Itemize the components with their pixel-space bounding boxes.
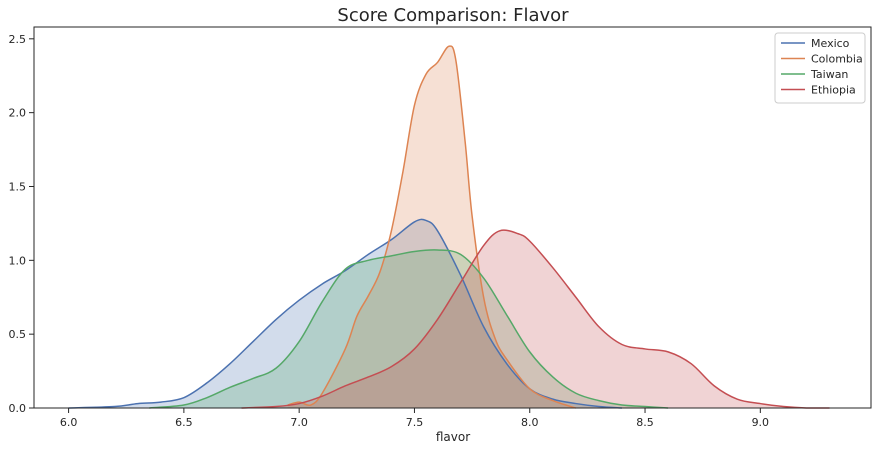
y-tick-label: 2.0 [9,107,27,120]
series-area-taiwan [149,249,669,408]
x-tick-label: 8.0 [521,416,539,429]
y-tick-label: 1.5 [9,180,27,193]
series-area-ethiopia [241,230,830,408]
y-tick-label: 2.5 [9,33,27,46]
x-tick-label: 7.5 [406,416,424,429]
series-line-ethiopia [241,229,830,409]
x-tick-label: 9.0 [752,416,770,429]
plot-area-frame [33,26,872,409]
x-tick-label: 7.0 [290,416,308,429]
y-tick-label: 1.0 [9,254,27,267]
series-area-mexico [68,219,622,408]
chart-title: Score Comparison: Flavor [337,5,569,26]
y-tick-label: 0.0 [9,402,27,415]
legend: Mexico Colombia Taiwan Ethiopia [774,32,866,104]
x-axis-label: flavor [436,430,470,444]
series-area-colombia [287,46,576,408]
legend-label-ethiopia: Ethiopia [811,84,856,97]
series-line-colombia [287,45,577,409]
legend-box [774,32,866,104]
y-tick-label: 0.5 [9,328,27,341]
x-tick-label: 8.5 [636,416,654,429]
series-fill-layer [68,46,830,408]
x-tick-label: 6.0 [60,416,78,429]
series-line-taiwan [149,249,669,409]
x-axis-ticks: 6.0 6.5 7.0 7.5 8.0 8.5 9.0 [60,408,769,429]
legend-label-taiwan: Taiwan [810,68,848,81]
y-axis-ticks: 0.0 0.5 1.0 1.5 2.0 2.5 [9,33,34,415]
series-line-layer [68,45,830,409]
x-tick-label: 6.5 [175,416,193,429]
legend-label-mexico: Mexico [811,37,850,50]
legend-label-colombia: Colombia [811,53,863,66]
